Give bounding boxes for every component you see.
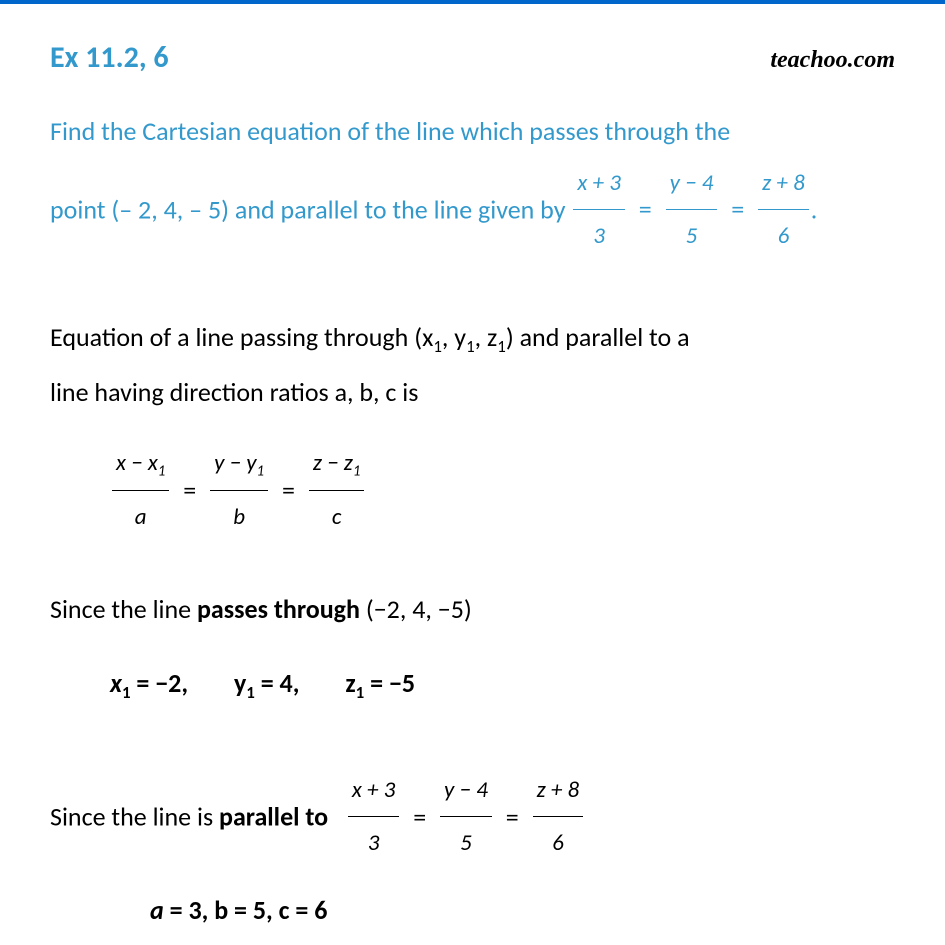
exercise-title: Ex 11.2, 6 (50, 39, 169, 76)
point-values: x1 = −2, y1 = 4, z1 = −5 (110, 656, 895, 711)
period: . (811, 193, 818, 225)
question-line1: Find the Cartesian equation of the line … (50, 104, 895, 159)
equals-sign: = (731, 193, 744, 225)
parallel-frac-z: z + 8 6 (533, 766, 584, 868)
equals-sign: = (183, 474, 196, 506)
question-line2: point (– 2, 4, – 5) and parallel to the … (50, 159, 895, 261)
solution-para2: Since the line passes through (−2, 4, −5… (50, 582, 895, 637)
question-block: Find the Cartesian equation of the line … (50, 104, 895, 260)
fraction-z: z + 8 6 (758, 159, 809, 261)
z1-value: z1 = −5 (345, 656, 415, 711)
y1-value: y1 = 4, (234, 656, 299, 711)
header-row: Ex 11.2, 6 teachoo.com (50, 39, 895, 76)
gen-frac-x: x − x1 a (112, 439, 169, 541)
fraction-x: x + 3 3 (573, 159, 624, 261)
equals-sign: = (282, 474, 295, 506)
equals-sign: = (413, 801, 426, 833)
gen-frac-z: z − z1 c (309, 439, 365, 541)
fraction-y: y − 4 5 (666, 159, 718, 261)
parallel-frac-x: x + 3 3 (348, 766, 399, 868)
direction-ratios: a = 3, b = 5, c = 6 (150, 883, 895, 938)
solution-block: Equation of a line passing through (x1, … (50, 310, 895, 937)
solution-para3: Since the line is parallel to x + 3 3 = … (50, 766, 895, 868)
question-line2-pretext: point (– 2, 4, – 5) and parallel to the … (50, 193, 565, 225)
x1-value: x1 = −2, (110, 656, 188, 711)
equals-sign: = (639, 193, 652, 225)
general-equation: x − x1 a = y − y1 b = z − z1 c (110, 439, 895, 541)
teachoo-logo: teachoo.com (770, 47, 895, 74)
equals-sign: = (506, 801, 519, 833)
gen-frac-y: y − y1 b (210, 439, 268, 541)
solution-para1: Equation of a line passing through (x1, … (50, 310, 895, 419)
parallel-frac-y: y − 4 5 (440, 766, 492, 868)
